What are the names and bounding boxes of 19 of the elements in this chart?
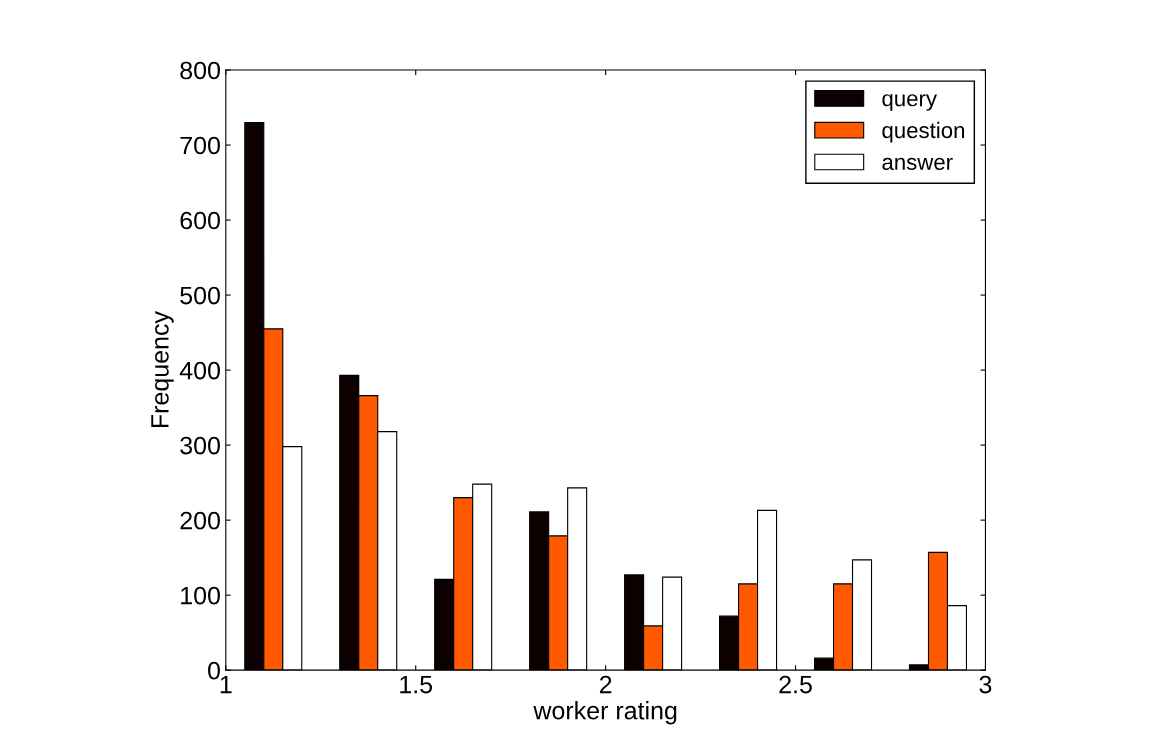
y-tick-label: 100 [181,586,220,605]
y-tick-label: 200 [180,511,220,530]
x-tick-label: 1.5 [400,675,433,694]
legend-label: answer [882,157,953,170]
y-tick-label: 500 [180,286,220,305]
legend-label: query [882,94,937,111]
y-tick-label: 800 [180,61,220,80]
y-tick-label: 0 [208,661,220,680]
x-tick-label: 2 [599,675,612,694]
x-tick-label: 2.5 [779,675,812,694]
x-tick-label: 3 [979,675,992,694]
y-axis-title: Frequency [151,311,174,428]
y-tick-label: 600 [180,211,220,230]
legend-label: question [882,121,965,143]
y-tick-label: 700 [180,136,220,155]
y-tick-label: 400 [179,361,220,380]
x-axis-title: worker rating [533,701,677,725]
x-tick-label: 1 [220,675,232,694]
y-tick-label: 300 [180,436,220,455]
